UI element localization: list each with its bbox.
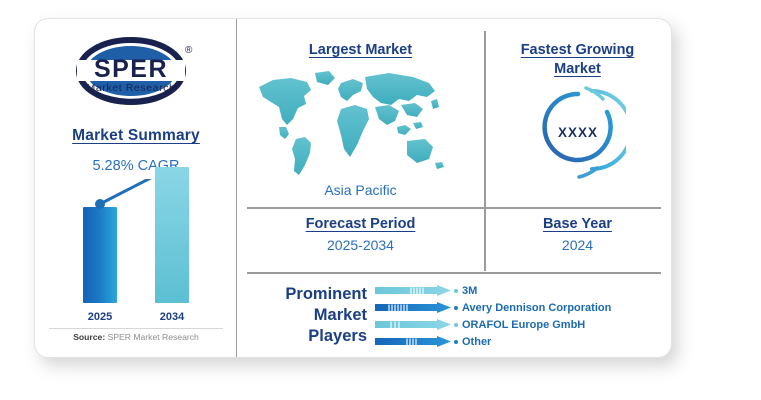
logo-tagline: Market Research	[87, 82, 176, 94]
player-bullet-icon	[454, 322, 458, 327]
forecast-period-cell: Forecast Period 2025-2034	[237, 207, 484, 272]
player-name: Avery Dennison Corporation	[462, 301, 612, 314]
bar-2034	[155, 167, 189, 303]
growth-trend-line	[95, 179, 152, 209]
source-divider	[49, 328, 223, 329]
largest-market-heading: Largest Market	[308, 42, 413, 58]
bar-label-2034: 2034	[159, 311, 185, 323]
base-year-heading: Base Year	[542, 216, 613, 232]
player-arrow-icon	[375, 336, 451, 347]
cagr-value: 5.28% CAGR	[92, 158, 180, 174]
sper-logo: SPER Market Research ®	[57, 35, 217, 107]
player-name: Other	[462, 335, 492, 348]
source-prefix: Source:	[73, 332, 106, 342]
logo-wordmark: SPER	[94, 55, 168, 83]
player-arrow-icon	[375, 285, 451, 296]
largest-market-value: Asia Pacific	[324, 182, 397, 198]
fastest-growing-heading-line2: Market	[554, 61, 601, 77]
fastest-growing-ring: XXXX	[531, 85, 633, 180]
market-summary-heading: Market Summary	[72, 127, 200, 144]
players-label-line3: Players	[308, 327, 367, 345]
forecast-period-heading: Forecast Period	[305, 216, 416, 232]
circular-ring-icon: XXXX	[542, 86, 633, 179]
base-year-value: 2024	[561, 237, 594, 253]
world-map-icon	[259, 71, 444, 175]
base-year-cell: Base Year 2024	[484, 207, 671, 272]
vertical-divider-middle	[484, 209, 486, 271]
player-name: 3M	[462, 284, 478, 297]
horizontal-divider-1	[247, 207, 661, 209]
fastest-growing-heading: Fastest Growing Market	[484, 41, 671, 79]
market-size-bar-chart: 2025 2034	[35, 167, 237, 329]
horizontal-divider-2	[247, 272, 661, 274]
world-map	[249, 67, 472, 179]
player-bullet-icon	[454, 305, 458, 310]
bar-label-2025: 2025	[87, 311, 113, 323]
players-label-line1: Prominent	[285, 285, 367, 303]
fastest-growing-heading-line1: Fastest Growing	[520, 42, 635, 58]
sper-logo-icon: SPER Market Research ®	[76, 37, 193, 105]
prominent-players-label: Prominent Market Players	[247, 284, 367, 347]
market-summary-card: SPER Market Research ® Market Summary 5.…	[34, 18, 672, 358]
source-note: Source: SPER Market Research	[35, 332, 237, 342]
list-item: 3M	[375, 282, 665, 299]
forecast-period-value: 2025-2034	[327, 237, 394, 253]
bar-2025	[83, 207, 117, 303]
left-summary-panel: SPER Market Research ® Market Summary 5.…	[35, 19, 237, 357]
fastest-growing-value: XXXX	[558, 125, 598, 140]
fastest-growing-cell: Fastest Growing Market	[484, 19, 671, 207]
largest-market-cell: Largest Market	[237, 19, 484, 207]
player-bullet-icon	[454, 288, 458, 293]
source-text: SPER Market Research	[107, 332, 199, 342]
list-item: Avery Dennison Corporation	[375, 299, 665, 316]
player-arrow-icon	[375, 319, 451, 330]
right-grid: Largest Market	[237, 19, 671, 357]
players-label-line2: Market	[313, 306, 367, 324]
player-arrow-icon	[375, 302, 451, 313]
list-item: ORAFOL Europe GmbH	[375, 316, 665, 333]
player-name: ORAFOL Europe GmbH	[462, 318, 586, 331]
vertical-divider-top	[484, 31, 486, 207]
player-bullet-icon	[454, 339, 458, 344]
player-list: 3M	[375, 282, 665, 350]
prominent-players-cell: Prominent Market Players	[237, 272, 671, 357]
registered-mark-icon: ®	[185, 45, 193, 56]
list-item: Other	[375, 333, 665, 350]
